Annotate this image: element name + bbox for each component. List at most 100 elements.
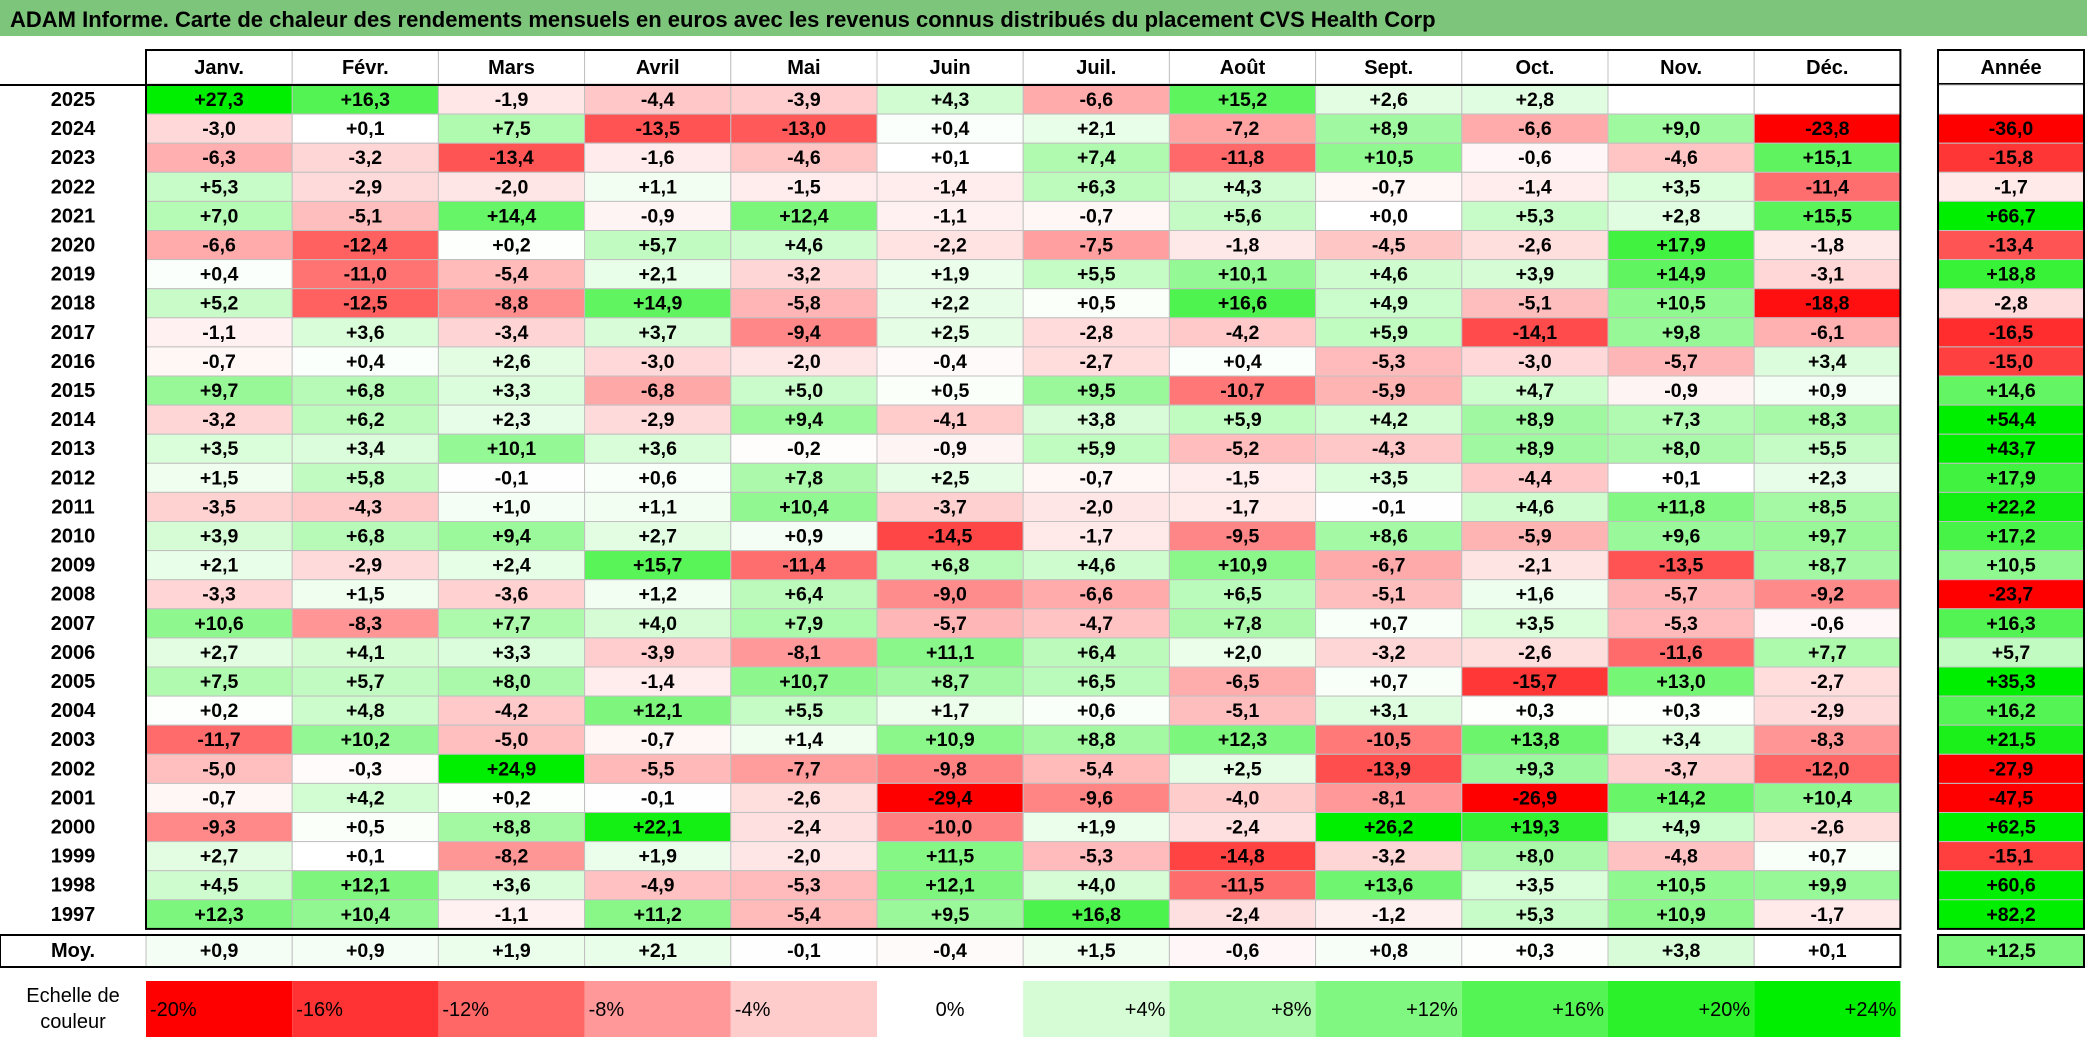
heatmap-cell-value: -0,9 [641, 205, 675, 227]
heatmap-cell-value: -11,7 [197, 729, 240, 751]
column-header-cell [1022, 49, 1170, 85]
color-scale-swatch [292, 981, 439, 1037]
heatmap-cell [1315, 666, 1463, 697]
heatmap-cell-value: -11,4 [782, 555, 826, 577]
heatmap-cell-value: -11,4 [1806, 176, 1850, 198]
heatmap-cell [876, 521, 1024, 552]
heatmap-cell [1461, 870, 1609, 901]
heatmap-cell-value: +8,7 [931, 671, 970, 693]
heatmap-cell-value: -11,0 [344, 264, 388, 286]
average-cell [1607, 934, 1755, 968]
color-scale-swatch [584, 981, 731, 1037]
heatmap-cell-value: -5,0 [202, 758, 236, 780]
heatmap-cell [145, 230, 293, 261]
annual-cell-value: -1,7 [1994, 176, 2028, 198]
heatmap-cell-value: +8,5 [1808, 496, 1847, 518]
heatmap-cell-value: -5,5 [641, 758, 675, 780]
heatmap-cell [1168, 491, 1317, 522]
heatmap-cell [730, 491, 878, 522]
heatmap-cell-value: -3,2 [1372, 642, 1406, 664]
heatmap-cell-value: +8,9 [1516, 409, 1555, 431]
heatmap-cell-value: -5,4 [787, 904, 821, 926]
annual-cell-value: -15,0 [1989, 351, 2034, 373]
heatmap-cell-value: +13,6 [1364, 875, 1413, 897]
heatmap-cell-value: +3,9 [1516, 264, 1555, 286]
heatmap-cell [1607, 375, 1755, 406]
heatmap-cell [1168, 637, 1317, 668]
heatmap-cell-value: -18,8 [1805, 293, 1850, 315]
heatmap-cell [291, 491, 439, 522]
row-year-label: 2022 [51, 176, 96, 198]
heatmap-cell-value: +3,5 [1516, 875, 1555, 897]
heatmap-cell [876, 200, 1024, 231]
heatmap-cell-value: +2,7 [638, 526, 677, 548]
heatmap-cell-value: +8,3 [1808, 409, 1847, 431]
heatmap-cell-value: +11,1 [926, 642, 974, 664]
heatmap-cell-value: -29,4 [928, 787, 973, 809]
heatmap-cell-value: -8,1 [787, 642, 821, 664]
heatmap-cell [1022, 142, 1170, 173]
heatmap-cell-value: +9,7 [200, 380, 239, 402]
heatmap-cell-value: +3,5 [1662, 176, 1701, 198]
heatmap-cell-value: -8,2 [495, 846, 529, 868]
heatmap-cell-value: +0,1 [346, 118, 385, 140]
color-scale-stop-label: +16% [1552, 999, 1604, 1021]
average-cell [437, 934, 586, 968]
average-annual-value: +12,5 [1986, 940, 2035, 962]
heatmap-cell-value: +1,9 [638, 846, 677, 868]
heatmap-cell [1461, 84, 1609, 115]
annual-cell [1937, 433, 2085, 464]
heatmap-cell-value: -6,3 [202, 147, 236, 169]
heatmap-cell [1315, 579, 1463, 610]
heatmap-cell-value: +3,5 [1516, 613, 1555, 635]
heatmap-cell-value: +9,7 [1808, 526, 1847, 548]
heatmap-cell-value: +1,9 [931, 264, 970, 286]
row-year-label: 2024 [51, 118, 96, 140]
row-year-label: 2020 [51, 235, 96, 257]
heatmap-cell-value: +7,5 [200, 671, 239, 693]
heatmap-cell [1607, 84, 1755, 115]
column-header-label: Oct. [1515, 57, 1554, 79]
heatmap-cell [1022, 841, 1170, 872]
average-cell-value: +0,1 [1808, 940, 1847, 962]
heatmap-cell-value: +15,7 [633, 555, 682, 577]
heatmap-cell-value: -8,3 [348, 613, 382, 635]
heatmap-cell-value: +2,2 [931, 293, 970, 315]
heatmap-cell [1315, 142, 1463, 173]
heatmap-cell-value: -3,6 [495, 584, 529, 606]
heatmap-cell [1022, 812, 1170, 843]
heatmap-cell [291, 870, 439, 901]
heatmap-cell [145, 433, 293, 464]
heatmap-cell-value: -4,8 [1664, 846, 1698, 868]
row-year-label: 1998 [51, 875, 96, 897]
heatmap-cell-value: +15,5 [1803, 205, 1852, 227]
heatmap-cell [730, 433, 878, 464]
heatmap-cell [291, 404, 439, 435]
heatmap-cell [1168, 375, 1317, 406]
heatmap-cell-value: +12,4 [779, 205, 828, 227]
heatmap-cell-value: -1,4 [933, 176, 967, 198]
heatmap-cell-value: +0,5 [931, 380, 970, 402]
heatmap-cell-value: +1,2 [638, 584, 677, 606]
heatmap-cell-value: -2,6 [1518, 642, 1552, 664]
row-year-label: 2014 [51, 409, 96, 431]
heatmap-cell-value: +4,0 [1077, 875, 1116, 897]
heatmap-cell-value: +16,8 [1072, 904, 1121, 926]
heatmap-cell-value: +4,0 [638, 613, 677, 635]
color-scale-stop-label: -16% [296, 999, 343, 1021]
heatmap-cell [1461, 841, 1609, 872]
heatmap-cell-value: -5,9 [1518, 526, 1552, 548]
heatmap-cell-value: -1,1 [202, 322, 236, 344]
heatmap-cell-value: -6,6 [1079, 89, 1113, 111]
heatmap-cell-value: -3,1 [1810, 264, 1844, 286]
row-year-label: 2018 [51, 293, 96, 315]
heatmap-cell-value: +14,9 [633, 293, 682, 315]
heatmap-cell-value: -5,3 [1664, 613, 1698, 635]
heatmap-cell-value: +8,8 [492, 817, 531, 839]
heatmap-cell-value: -1,9 [495, 89, 529, 111]
heatmap-cell-value: -12,5 [343, 293, 388, 315]
heatmap-cell [145, 113, 293, 144]
heatmap-cell [1168, 695, 1317, 726]
heatmap-cell-value: -2,4 [1226, 817, 1260, 839]
heatmap-cell [1753, 491, 1901, 522]
